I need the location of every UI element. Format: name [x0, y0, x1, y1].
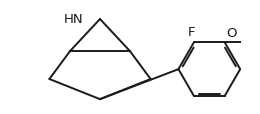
Text: F: F [188, 26, 196, 39]
Text: HN: HN [64, 13, 84, 26]
Text: O: O [226, 26, 237, 39]
